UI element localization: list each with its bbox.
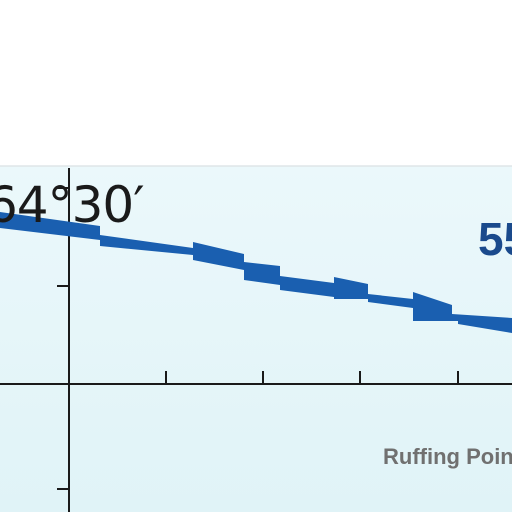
sea-area (0, 166, 512, 512)
route-line (0, 212, 512, 333)
place-name-label: Ruffing Point (383, 444, 512, 469)
latitude-label: 64°30′ (0, 176, 145, 234)
route-number-label: 55 (478, 213, 512, 265)
